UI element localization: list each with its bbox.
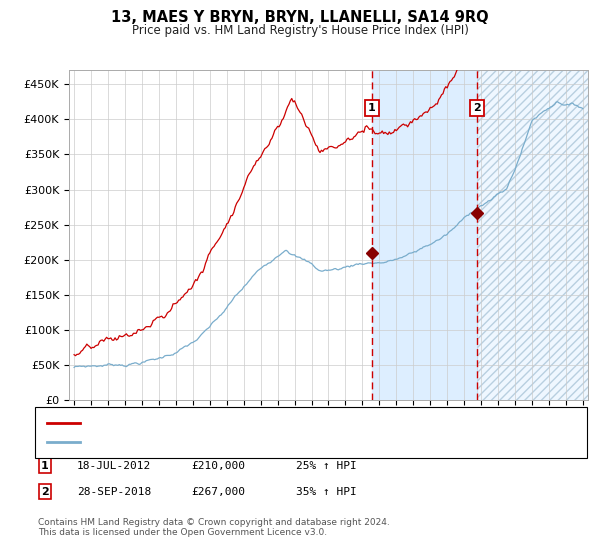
Bar [371, 70, 477, 400]
Text: Price paid vs. HM Land Registry's House Price Index (HPI): Price paid vs. HM Land Registry's House … [131, 24, 469, 37]
Text: 25% ↑ HPI: 25% ↑ HPI [296, 461, 356, 471]
Text: 28-SEP-2018: 28-SEP-2018 [77, 487, 151, 497]
Text: 2: 2 [473, 103, 481, 113]
Text: 1: 1 [41, 461, 49, 471]
Bar [477, 70, 588, 400]
Text: 35% ↑ HPI: 35% ↑ HPI [296, 487, 356, 497]
Bar [477, 70, 588, 400]
Text: £210,000: £210,000 [191, 461, 245, 471]
Text: Contains HM Land Registry data © Crown copyright and database right 2024.
This d: Contains HM Land Registry data © Crown c… [38, 518, 389, 538]
Text: 2: 2 [41, 487, 49, 497]
Text: 18-JUL-2012: 18-JUL-2012 [77, 461, 151, 471]
Text: 13, MAES Y BRYN, BRYN, LLANELLI, SA14 9RQ (detached house): 13, MAES Y BRYN, BRYN, LLANELLI, SA14 9R… [86, 418, 418, 428]
Text: 13, MAES Y BRYN, BRYN, LLANELLI, SA14 9RQ: 13, MAES Y BRYN, BRYN, LLANELLI, SA14 9R… [111, 10, 489, 25]
Text: £267,000: £267,000 [191, 487, 245, 497]
Text: 1: 1 [368, 103, 376, 113]
Text: HPI: Average price, detached house, Carmarthenshire: HPI: Average price, detached house, Carm… [86, 437, 367, 447]
